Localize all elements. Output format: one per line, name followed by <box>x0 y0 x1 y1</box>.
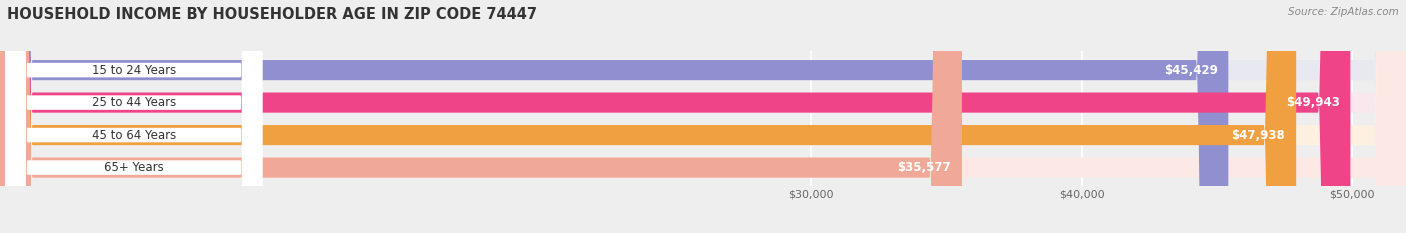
Text: 45 to 64 Years: 45 to 64 Years <box>91 129 176 142</box>
Text: 65+ Years: 65+ Years <box>104 161 163 174</box>
FancyBboxPatch shape <box>0 0 1296 233</box>
Text: Source: ZipAtlas.com: Source: ZipAtlas.com <box>1288 7 1399 17</box>
FancyBboxPatch shape <box>0 0 962 233</box>
Text: HOUSEHOLD INCOME BY HOUSEHOLDER AGE IN ZIP CODE 74447: HOUSEHOLD INCOME BY HOUSEHOLDER AGE IN Z… <box>7 7 537 22</box>
FancyBboxPatch shape <box>6 0 263 233</box>
Text: $35,577: $35,577 <box>897 161 950 174</box>
FancyBboxPatch shape <box>0 0 1350 233</box>
Text: 15 to 24 Years: 15 to 24 Years <box>91 64 176 77</box>
FancyBboxPatch shape <box>6 0 263 233</box>
Text: $47,938: $47,938 <box>1232 129 1285 142</box>
FancyBboxPatch shape <box>6 0 263 233</box>
FancyBboxPatch shape <box>6 0 263 233</box>
Text: $49,943: $49,943 <box>1285 96 1340 109</box>
Text: $45,429: $45,429 <box>1164 64 1218 77</box>
FancyBboxPatch shape <box>0 0 1229 233</box>
Text: 25 to 44 Years: 25 to 44 Years <box>91 96 176 109</box>
